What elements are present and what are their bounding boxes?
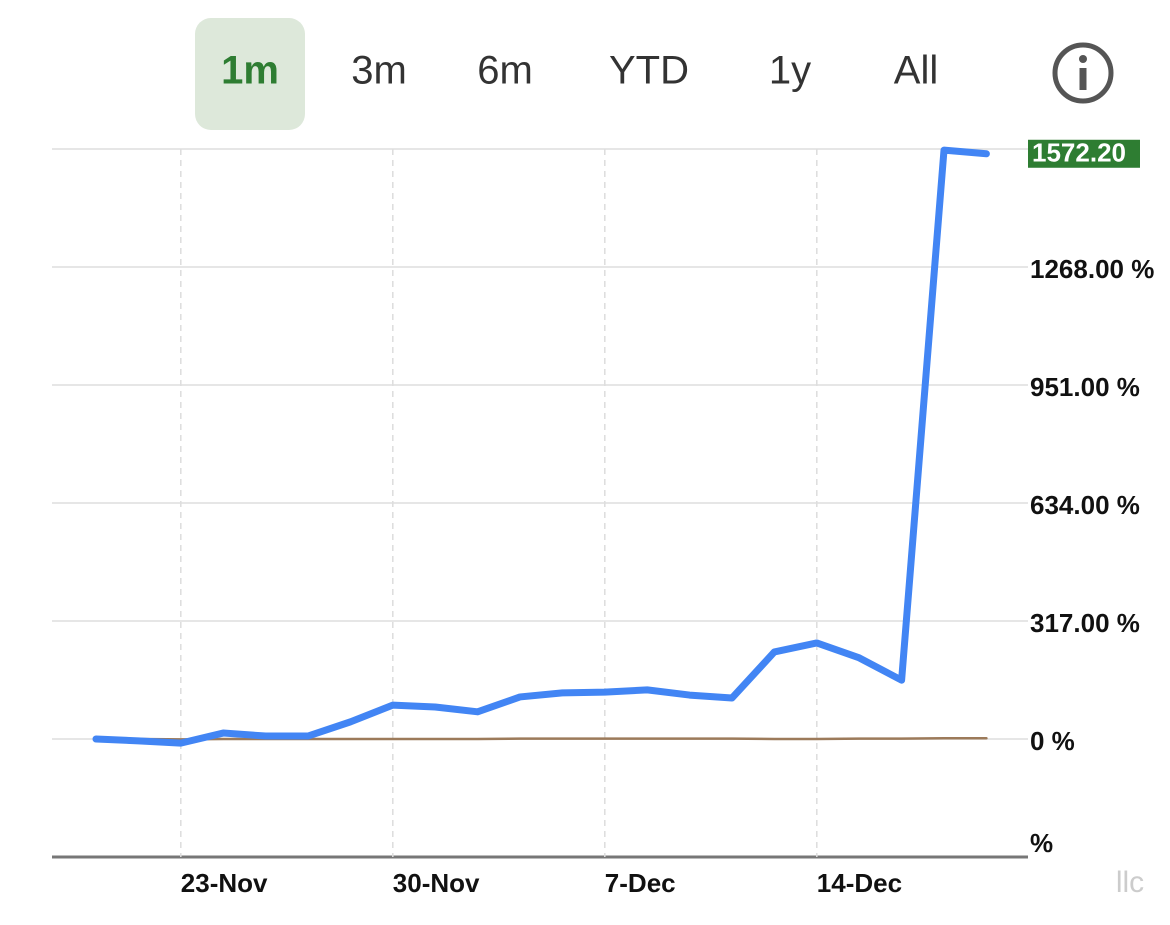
y-tick-label: % <box>1030 828 1053 858</box>
range-tab[interactable]: 6m <box>477 49 533 93</box>
range-tab[interactable]: 1m <box>221 49 279 93</box>
y-tick-label: 1268.00 % <box>1030 254 1154 284</box>
y-tick-label: 951.00 % <box>1030 372 1140 402</box>
x-tick-label: 7-Dec <box>605 868 676 898</box>
last-value-label: 1572.20 <box>1032 138 1126 168</box>
x-tick-label: 14-Dec <box>817 868 902 898</box>
range-tab[interactable]: All <box>894 49 938 93</box>
info-dot <box>1079 55 1087 63</box>
range-tab[interactable]: YTD <box>609 49 689 93</box>
x-tick-label: 30-Nov <box>393 868 480 898</box>
info-icon[interactable] <box>1052 42 1114 104</box>
x-tick-label: 23-Nov <box>181 868 268 898</box>
watermark: llc <box>1116 866 1144 899</box>
info-bar <box>1079 68 1087 90</box>
series-line <box>94 737 988 741</box>
range-tab[interactable]: 1y <box>769 49 811 93</box>
series-line <box>92 146 990 747</box>
last-value-badge <box>1028 139 1140 168</box>
y-tick-label: 317.00 % <box>1030 608 1140 638</box>
selected-tab-bg <box>195 18 305 130</box>
y-tick-label: 0 % <box>1030 726 1075 756</box>
range-tab[interactable]: 3m <box>351 49 407 93</box>
y-tick-label: 634.00 % <box>1030 490 1140 520</box>
